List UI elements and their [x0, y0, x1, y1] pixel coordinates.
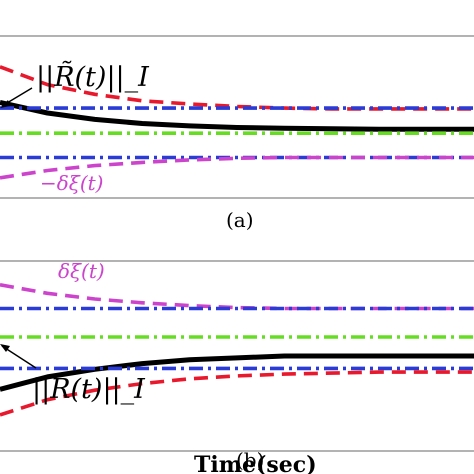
panel-b-delta-xi-annotation: δξ(t) [58, 259, 105, 283]
panel-a-series [0, 65, 474, 180]
panel-a-norm-arrowhead [0, 100, 10, 108]
series-line-red_upper [0, 65, 474, 111]
series-line-norm [0, 353, 474, 392]
series-line-purple_lower [0, 155, 474, 180]
panel-a-norm-annotation: ||R̃(t)||_I [36, 60, 150, 93]
series-line-red_lower [0, 370, 474, 417]
panel-b-norm-annotation: ||R̃(t)||_I [32, 372, 146, 405]
panel-b-frame [0, 260, 474, 452]
panel-a: ||R̃(t)||_I −δξ(t) (a) [0, 35, 474, 232]
panel-a-frame [0, 35, 474, 199]
panel-a-label: (a) [226, 208, 254, 232]
panel-b: δξ(t) ||R̃(t)||_I (b) Time(sec) [0, 259, 474, 474]
panel-b-norm-arrowhead [0, 344, 10, 352]
panel-b-norm-arrow [1, 345, 37, 369]
panel-a-neg-delta-xi-annotation: −δξ(t) [40, 171, 103, 195]
x-axis-title: Time(sec) [194, 452, 317, 474]
panel-b-label: (b) [236, 448, 264, 472]
series-line-purple_upper [0, 283, 474, 311]
panel-b-series [0, 283, 474, 417]
series-line-norm [0, 99, 474, 132]
